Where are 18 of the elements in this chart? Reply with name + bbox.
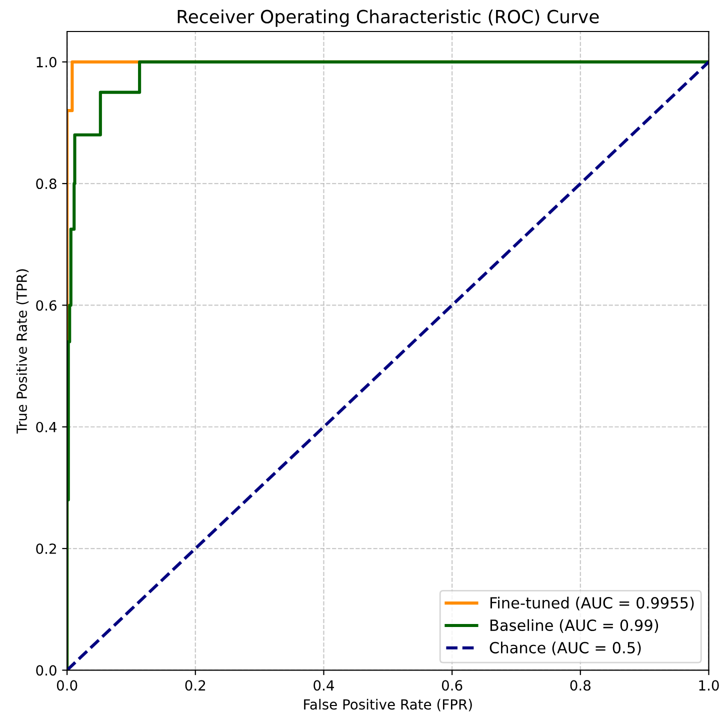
x-axis-title: False Positive Rate (FPR) [304,698,472,712]
x-tick-label: 0.6 [442,680,462,691]
legend-label: Baseline (AUC = 0.99) [490,619,658,633]
y-tick-label: 0.8 [36,178,56,190]
y-tick-label: 0.0 [36,665,56,676]
x-tick-label: 0.2 [185,680,206,691]
legend-label: Fine-tuned (AUC = 0.9955) [490,596,694,610]
y-tick-label: 0.6 [36,300,56,311]
x-tick-label: 0.0 [56,680,78,691]
legend-label: Chance (AUC = 0.5) [490,642,641,656]
y-tick-label: 0.4 [36,422,57,432]
x-tick-label: 0.4 [314,680,334,691]
y-tick-label: 1.0 [36,56,56,68]
chart-title: Receiver Operating Characteristic (ROC) Curve [178,9,599,27]
x-tick-label: 0.8 [570,680,590,691]
y-tick-label: 0.2 [36,543,56,554]
x-tick-label: 1.0 [699,680,719,691]
y-axis-title: True Positive Rate (TPR) [16,269,29,434]
